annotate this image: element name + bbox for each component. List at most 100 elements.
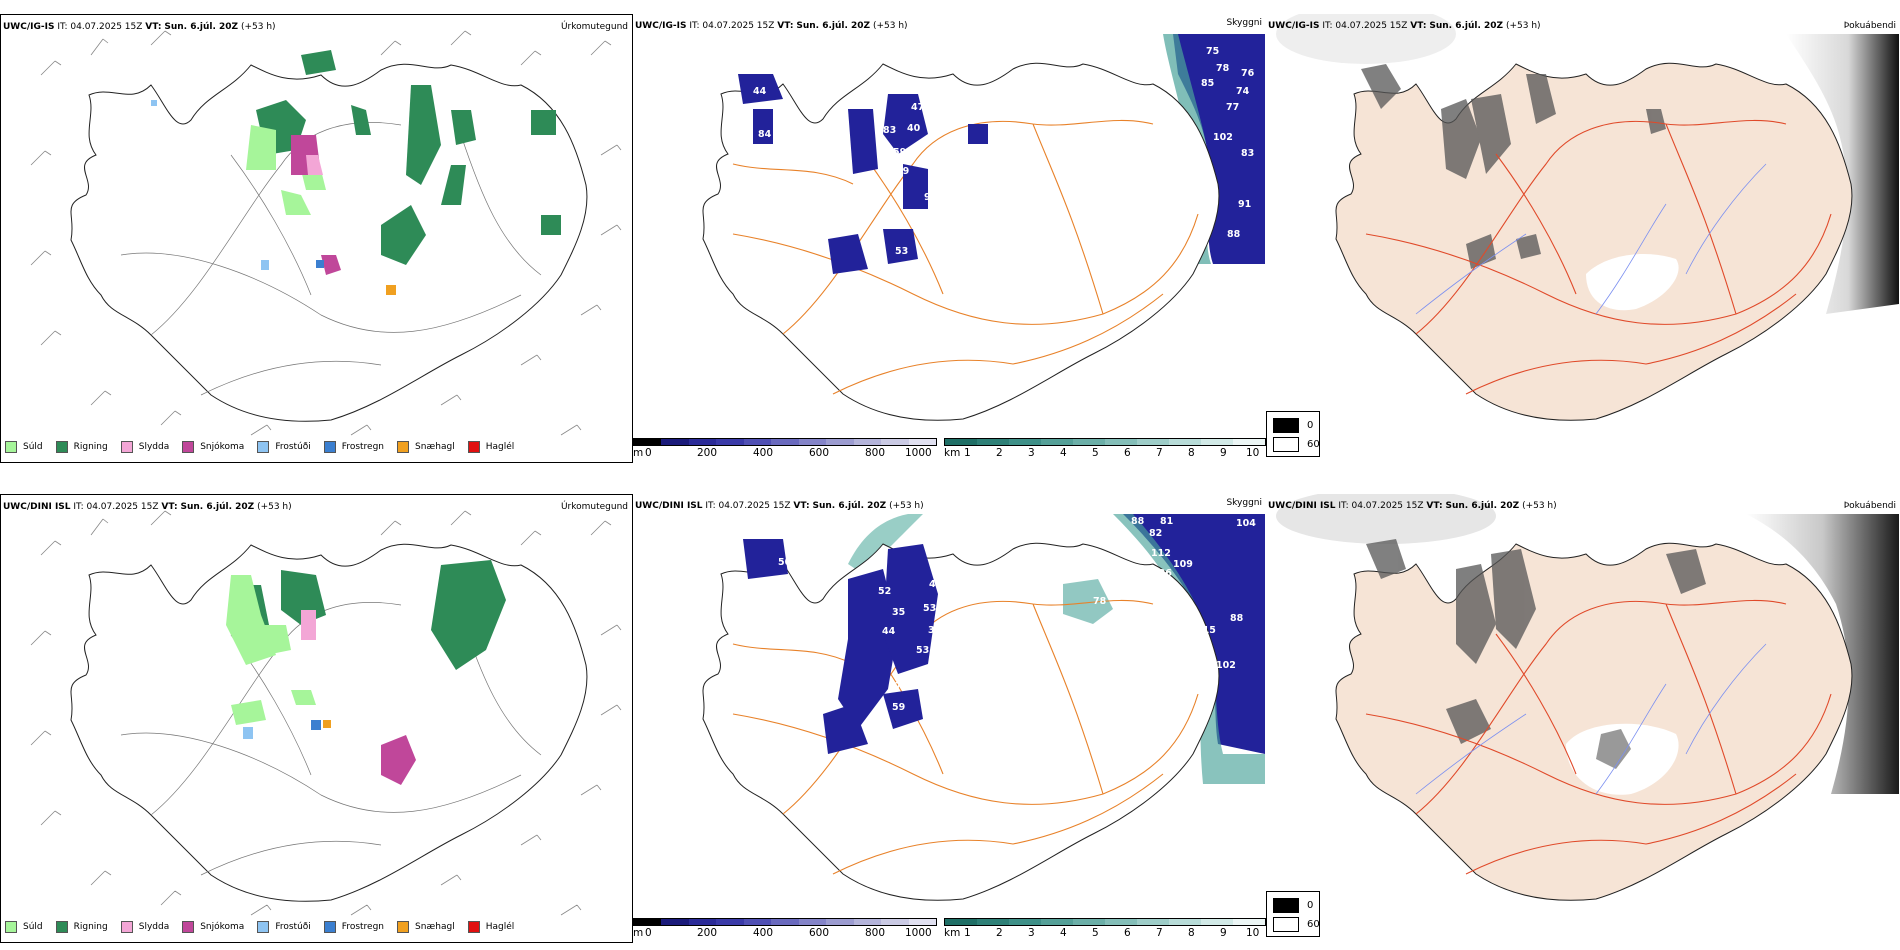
svg-text:43: 43	[879, 721, 892, 732]
height-tick: 1000	[905, 927, 932, 939]
fog-legend-swatch-max	[1273, 418, 1299, 433]
panel-header: UWC/IG-IS IT: 04.07.2025 15Z VT: Sun. 6.…	[1268, 21, 1541, 31]
legend-item-slydda: Slydda	[120, 441, 169, 453]
vis-numbers: 88 81 104 82 112 136 109 88 116 115 102 …	[778, 516, 1256, 732]
km-unit: km	[944, 927, 961, 939]
height-tick: 600	[809, 447, 830, 459]
fog-panel-row2: UWC/DINI ISL IT: 04.07.2025 15Z VT: Sun.…	[1266, 494, 1900, 943]
km-tick: 1	[964, 927, 971, 939]
svg-text:83: 83	[1241, 148, 1254, 159]
precip-legend: Súld Rigning Slydda Snjókoma Frostúði Fr…	[5, 921, 514, 933]
panel-title: Úrkomutegund	[560, 502, 628, 512]
km-tick: 10	[1246, 927, 1260, 939]
km-tick: 4	[1060, 927, 1067, 939]
svg-text:88: 88	[1230, 613, 1244, 624]
svg-text:112: 112	[1151, 548, 1171, 559]
sea-fog-edge	[1113, 514, 1265, 784]
iceland-fog-map-row1	[1276, 14, 1899, 421]
svg-text:77: 77	[1226, 102, 1239, 113]
legend-swatch	[55, 441, 68, 453]
sea-fog-plume-nw	[848, 514, 923, 574]
rivers	[1415, 163, 1767, 315]
height-tick: 200	[697, 447, 718, 459]
precip-type-panel-row2: UWC/DINI ISL IT: 04.07.2025 15Z VT: Sun.…	[0, 494, 633, 943]
height-tick: 600	[809, 927, 830, 939]
legend-item-frostudi: Frostúði	[257, 921, 311, 933]
precip-sleet-areas	[306, 155, 323, 175]
km-tick: 5	[1092, 927, 1099, 939]
km-tick: 3	[1028, 447, 1035, 459]
legend-swatch	[257, 921, 270, 933]
svg-text:41: 41	[942, 703, 955, 714]
svg-text:75: 75	[1206, 46, 1219, 57]
svg-text:40: 40	[907, 123, 921, 134]
svg-text:102: 102	[1216, 660, 1236, 671]
legend-swatch	[55, 921, 68, 933]
legend-item-snjokoma: Snjókoma	[182, 441, 244, 453]
legend-item-snaehagl: Snæhagl	[397, 921, 455, 933]
km-tick: 5	[1092, 447, 1099, 459]
fog-legend-swatch-min	[1273, 437, 1299, 452]
panel-title: Úrkomutegund	[560, 22, 628, 32]
km-tick: 8	[1188, 927, 1195, 939]
height-scale-bar	[633, 918, 937, 926]
roads	[1365, 599, 1832, 875]
panel-title: Þokuábendi	[1843, 501, 1896, 511]
svg-text:35: 35	[892, 607, 905, 618]
height-tick: 200	[697, 927, 718, 939]
height-unit: m	[633, 447, 644, 459]
legend-swatch	[323, 921, 336, 933]
fog-ne-interior	[1063, 579, 1113, 624]
km-tick: 6	[1124, 447, 1131, 459]
panel-title: Skyggni	[1226, 18, 1262, 28]
iceland-land	[702, 62, 1220, 421]
svg-text:53: 53	[895, 246, 908, 257]
precip-freezing-areas	[151, 100, 396, 295]
rivers	[1415, 643, 1767, 795]
height-tick: 0	[645, 447, 652, 459]
panel-header: UWC/DINI ISL IT: 04.07.2025 15Z VT: Sun.…	[635, 501, 924, 511]
svg-text:90: 90	[1053, 134, 1067, 145]
legend-item-hagel: Haglél	[467, 441, 514, 453]
svg-text:59: 59	[892, 702, 905, 713]
panel-title: Þokuábendi	[1843, 21, 1896, 31]
precip-snow-areas	[381, 735, 416, 785]
fog-legend-swatch-max	[1273, 898, 1299, 913]
iceland-land	[1335, 542, 1853, 901]
height-unit: m	[633, 927, 644, 939]
visibility-panel-row1: 75 78 76 85 74 77 102 83 91 88 44 84 83 …	[633, 14, 1266, 463]
svg-text:75: 75	[895, 681, 908, 692]
height-scale: m 0 200 400 600 800 1000	[633, 438, 937, 460]
legend-swatch	[182, 441, 195, 453]
legend-swatch	[5, 441, 17, 453]
svg-text:59: 59	[893, 147, 906, 158]
svg-text:88: 88	[1131, 516, 1145, 527]
iceland-visibility-map-row2: 88 81 104 82 112 136 109 88 116 115 102 …	[702, 514, 1265, 901]
svg-text:43: 43	[943, 246, 956, 257]
precip-drizzle-areas	[246, 125, 326, 215]
legend-item-rigning: Rigning	[55, 441, 108, 453]
svg-text:37: 37	[928, 625, 941, 636]
panel-title: Skyggni	[1226, 498, 1262, 508]
height-tick: 0	[645, 927, 652, 939]
legend-swatch	[397, 921, 410, 933]
fog-legend: 0 60	[1266, 411, 1320, 457]
fog-legend-min: 60	[1307, 439, 1320, 450]
legend-swatch	[257, 441, 270, 453]
legend-item-snjokoma: Snjókoma	[182, 921, 244, 933]
panel-header: UWC/DINI ISL IT: 04.07.2025 15Z VT: Sun.…	[1268, 501, 1557, 511]
wind-barbs	[30, 30, 622, 436]
height-tick: 400	[753, 447, 774, 459]
fog-legend: 0 60	[1266, 891, 1320, 937]
svg-text:78: 78	[1216, 63, 1230, 74]
svg-text:115: 115	[1196, 625, 1216, 636]
legend-swatch	[467, 921, 480, 933]
km-scale: km 1 2 3 4 5 6 7 8 9 10	[944, 438, 1266, 460]
svg-text:92: 92	[924, 192, 937, 203]
km-tick: 9	[1220, 927, 1227, 939]
km-tick: 8	[1188, 447, 1195, 459]
height-scale: m 0 200 400 600 800 1000	[633, 918, 937, 940]
iceland-visibility-map-row1: 75 78 76 85 74 77 102 83 91 88 44 84 83 …	[702, 34, 1265, 421]
panel-header: UWC/DINI ISL IT: 04.07.2025 15Z VT: Sun.…	[3, 502, 292, 512]
height-tick: 400	[753, 927, 774, 939]
